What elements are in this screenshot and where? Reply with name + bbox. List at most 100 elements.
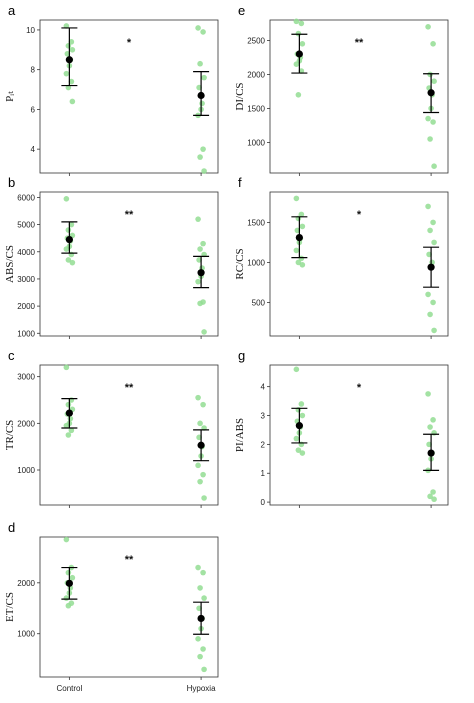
data-point-hypoxia xyxy=(431,78,437,84)
y-tick-label: 4000 xyxy=(17,248,35,257)
data-point-hypoxia xyxy=(431,163,437,169)
y-tick-label: 1000 xyxy=(17,630,35,639)
y-tick-label: 6000 xyxy=(17,193,35,202)
panel-letter: a xyxy=(8,3,16,18)
y-tick-label: 4 xyxy=(261,383,266,392)
y-axis-label: DI/CS xyxy=(234,82,246,110)
data-point-hypoxia xyxy=(201,495,207,501)
y-axis-label: ABS/CS xyxy=(4,245,16,283)
data-point-hypoxia xyxy=(195,278,201,285)
data-point-hypoxia xyxy=(430,299,436,306)
chart-panel-f: f 500 1000 1500 RC/CS * xyxy=(234,175,449,339)
chart-panel-g: g 0 1 2 3 4 PI/ABS * xyxy=(234,348,449,508)
data-point-hypoxia xyxy=(200,569,206,576)
plot-frame xyxy=(269,19,449,174)
data-point-hypoxia xyxy=(201,168,207,174)
y-axis-label: PI/ABS xyxy=(234,418,246,452)
data-point-hypoxia xyxy=(430,119,436,125)
y-tick-label: 5000 xyxy=(17,221,35,230)
data-point-hypoxia xyxy=(197,246,203,252)
y-tick-label: 1 xyxy=(261,469,266,478)
data-point-control xyxy=(63,246,70,252)
y-tick-label: 0 xyxy=(261,498,266,507)
data-point-control xyxy=(293,366,300,373)
data-point-hypoxia xyxy=(195,394,201,401)
mean-point-control xyxy=(295,234,303,242)
y-tick-label: 2500 xyxy=(247,36,265,45)
y-tick-label: 2000 xyxy=(17,302,35,311)
data-point-control xyxy=(65,432,72,438)
y-tick-label: 4 xyxy=(31,145,36,154)
mean-point-control xyxy=(295,422,303,430)
data-point-control xyxy=(293,195,300,202)
panel-letter: c xyxy=(8,348,15,363)
y-tick-label: 6 xyxy=(31,105,36,114)
data-point-control xyxy=(69,574,76,581)
data-point-control xyxy=(298,401,305,407)
plot-frame xyxy=(39,19,219,174)
data-point-hypoxia xyxy=(200,146,206,152)
panel-letter: b xyxy=(8,175,15,190)
data-point-hypoxia xyxy=(430,489,436,495)
data-point-hypoxia xyxy=(427,493,433,500)
y-tick-label: 3000 xyxy=(17,373,35,382)
y-axis-label: TR/CS xyxy=(4,420,16,451)
data-point-control xyxy=(293,18,300,25)
data-point-hypoxia xyxy=(430,219,436,226)
data-point-hypoxia xyxy=(201,329,207,335)
mean-point-hypoxia xyxy=(427,449,435,457)
data-point-control xyxy=(295,447,302,453)
data-point-control xyxy=(293,61,300,67)
data-point-control xyxy=(69,259,76,266)
data-point-control xyxy=(299,223,306,230)
x-category-label-control: Control xyxy=(56,684,82,693)
data-point-control xyxy=(65,569,72,576)
data-point-control xyxy=(63,364,70,371)
plot-frame xyxy=(269,191,449,337)
data-point-hypoxia xyxy=(200,240,206,247)
data-point-hypoxia xyxy=(195,462,201,469)
y-tick-label: 2000 xyxy=(17,579,35,588)
data-point-hypoxia xyxy=(197,585,203,591)
y-tick-label: 500 xyxy=(252,298,266,307)
y-tick-label: 1000 xyxy=(17,329,35,338)
data-point-hypoxia xyxy=(199,100,205,107)
mean-point-hypoxia xyxy=(197,614,205,623)
data-point-hypoxia xyxy=(425,291,431,298)
data-point-hypoxia xyxy=(200,471,206,478)
data-point-control xyxy=(63,595,70,601)
data-point-control xyxy=(298,20,305,27)
panel-letter: d xyxy=(8,520,15,535)
panel-letter: f xyxy=(238,175,242,190)
plot-frame xyxy=(39,536,219,678)
mean-point-hypoxia xyxy=(197,269,205,277)
y-axis-label: RC/CS xyxy=(234,248,246,279)
data-point-hypoxia xyxy=(197,478,203,485)
y-axis-label: Pᵢₜ xyxy=(4,91,16,102)
data-point-hypoxia xyxy=(427,136,433,142)
y-tick-label: 1000 xyxy=(17,466,35,475)
data-point-control xyxy=(69,47,76,53)
x-category-label-hypoxia: Hypoxia xyxy=(187,684,216,693)
data-point-hypoxia xyxy=(201,74,207,81)
chart-panel-e: e 1000 1500 2000 2500 DI/CS ** xyxy=(234,3,449,176)
data-point-hypoxia xyxy=(425,391,431,397)
data-point-hypoxia xyxy=(195,564,201,571)
data-point-control xyxy=(65,602,72,609)
data-point-hypoxia xyxy=(200,401,206,408)
data-point-control xyxy=(63,195,70,202)
plot-frame xyxy=(39,364,219,506)
y-tick-label: 2000 xyxy=(17,419,35,428)
data-point-hypoxia xyxy=(197,653,203,660)
data-point-hypoxia xyxy=(427,311,433,318)
data-point-control xyxy=(63,536,70,543)
y-tick-label: 2 xyxy=(261,440,266,449)
data-point-hypoxia xyxy=(430,41,436,47)
data-point-hypoxia xyxy=(197,300,203,307)
mean-point-hypoxia xyxy=(427,263,435,271)
y-tick-label: 8 xyxy=(31,66,36,75)
data-point-hypoxia xyxy=(195,216,201,222)
data-point-hypoxia xyxy=(430,417,436,423)
data-point-control xyxy=(69,98,76,105)
